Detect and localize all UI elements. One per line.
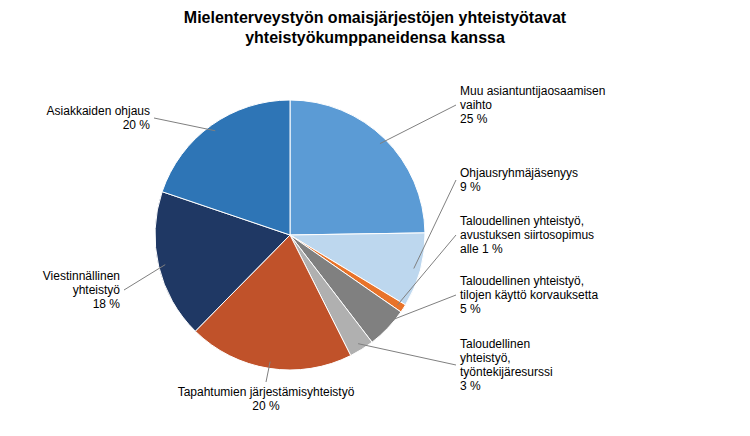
svg-text:Muu asiantuntijaosaamisenvaiht: Muu asiantuntijaosaamisenvaihto25 % <box>460 84 605 126</box>
svg-text:Taloudellinenyhteistyö,työntek: Taloudellinenyhteistyö,työntekijäresurss… <box>460 337 553 393</box>
svg-text:Ohjausryhmäjäsenyys9 %: Ohjausryhmäjäsenyys9 % <box>460 166 578 194</box>
svg-text:Asiakkaiden ohjaus20 %: Asiakkaiden ohjaus20 % <box>47 104 151 132</box>
svg-text:Tapahtumien järjestämisyhteist: Tapahtumien järjestämisyhteistyö20 % <box>178 385 355 413</box>
svg-text:Taloudellinen yhteistyö,avustu: Taloudellinen yhteistyö,avustuksen siirt… <box>460 214 594 256</box>
svg-text:Taloudellinen yhteistyö,tiloje: Taloudellinen yhteistyö,tilojen käyttö k… <box>460 274 598 316</box>
html-text:Mielenterveystyön omaisjärjest: Mielenterveystyön omaisjärjestöjen yhtei… <box>183 9 567 46</box>
svg-text:Viestinnällinenyhteistyö18 %: Viestinnällinenyhteistyö18 % <box>43 269 120 311</box>
